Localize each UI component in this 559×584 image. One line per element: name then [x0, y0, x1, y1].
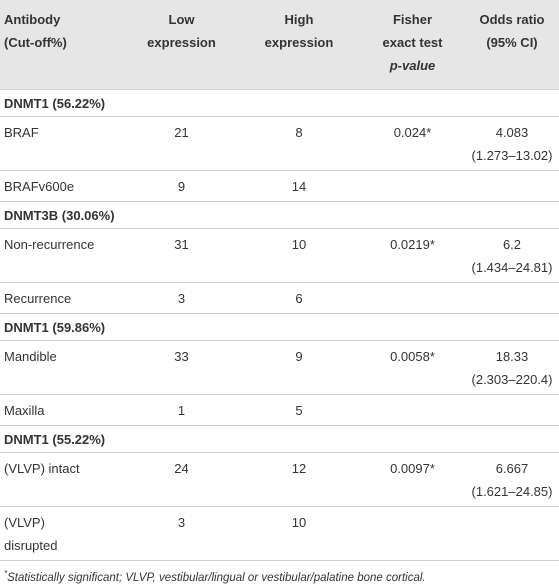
- row-label-cell: (VLVP) intact: [0, 452, 125, 507]
- header-line: expression: [147, 35, 216, 50]
- odds-cell: [465, 394, 559, 426]
- footnote: *Statistically significant; VLVP, vestib…: [0, 561, 559, 584]
- odds-cell: 6.667 (1.621–24.85): [465, 452, 559, 507]
- high-cell: 14: [238, 170, 360, 202]
- header-line: Antibody: [4, 12, 61, 27]
- row-label: BRAF: [4, 125, 39, 140]
- confidence-interval: (1.621–24.85): [471, 484, 553, 499]
- table-header: Antibody (Cut-off%) Low expression High expre…: [0, 0, 559, 90]
- data-row: BRAFv600e 9 14: [0, 170, 559, 202]
- header-line: p-value: [389, 58, 436, 73]
- odds-ratio: 6.2: [502, 237, 522, 252]
- row-label-cell: Non-recurrence: [0, 228, 125, 283]
- confidence-interval: (2.303–220.4): [471, 372, 553, 387]
- p-value-cell: 0.0219*: [360, 228, 465, 283]
- odds-cell: 6.2 (1.434–24.81): [465, 228, 559, 283]
- confidence-interval: (1.434–24.81): [471, 260, 553, 275]
- table-body: DNMT1 (56.22%) BRAF 21 8 0.024* 4.083 (1.273–1…: [0, 89, 559, 561]
- p-value-cell: [360, 394, 465, 426]
- confidence-interval: (1.273–13.02): [471, 148, 553, 163]
- row-label-cell: BRAF: [0, 116, 125, 171]
- row-label: (VLVP) disrupted: [4, 515, 58, 553]
- high-cell: 5: [238, 394, 360, 426]
- p-value: 0.0097*: [390, 461, 435, 476]
- low-cell: 33: [125, 340, 238, 395]
- row-label-cell: (VLVP) disrupted: [0, 506, 125, 561]
- header-line: Low: [168, 12, 195, 27]
- data-row: Maxilla 1 5: [0, 394, 559, 426]
- p-value-cell: 0.0097*: [360, 452, 465, 507]
- odds-ratio: 6.667: [495, 461, 529, 476]
- group-row: DNMT1 (55.22%): [0, 425, 559, 453]
- header-cell: Fisher exact test p-value: [360, 0, 465, 90]
- row-label-cell: Recurrence: [0, 282, 125, 314]
- row-label: Maxilla: [4, 403, 45, 418]
- header-line: High: [284, 12, 314, 27]
- data-row: Recurrence 3 6: [0, 282, 559, 314]
- odds-cell: [465, 170, 559, 202]
- data-row: (VLVP) intact 24 12 0.0097* 6.667 (1.621–24.8…: [0, 452, 559, 507]
- header-cell: Low expression: [125, 0, 238, 90]
- group-row: DNMT1 (59.86%): [0, 313, 559, 341]
- data-table: Antibody (Cut-off%) Low expression High expre…: [0, 0, 559, 561]
- data-row: (VLVP) disrupted 3 10: [0, 506, 559, 561]
- header-line: (95% CI): [486, 35, 538, 50]
- low-cell: 21: [125, 116, 238, 171]
- row-label: BRAFv600e: [4, 179, 75, 194]
- odds-cell: 4.083 (1.273–13.02): [465, 116, 559, 171]
- data-row: Non-recurrence 31 10 0.0219* 6.2 (1.434–24.81…: [0, 228, 559, 283]
- data-row: Mandible 33 9 0.0058* 18.33 (2.303–220.4): [0, 340, 559, 395]
- p-value: 0.024*: [393, 125, 432, 140]
- p-value-cell: 0.0058*: [360, 340, 465, 395]
- p-value-cell: [360, 282, 465, 314]
- odds-cell: 18.33 (2.303–220.4): [465, 340, 559, 395]
- header-cell: High expression: [238, 0, 360, 90]
- group-title: DNMT1 (59.86%): [0, 313, 559, 341]
- odds-cell: [465, 282, 559, 314]
- data-row: BRAF 21 8 0.024* 4.083 (1.273–13.02): [0, 116, 559, 171]
- p-value-cell: [360, 506, 465, 561]
- low-cell: 9: [125, 170, 238, 202]
- high-cell: 8: [238, 116, 360, 171]
- row-label: Mandible: [4, 349, 57, 364]
- header-cell: Antibody (Cut-off%): [0, 0, 125, 90]
- low-cell: 3: [125, 282, 238, 314]
- low-cell: 24: [125, 452, 238, 507]
- low-cell: 1: [125, 394, 238, 426]
- header-line: (Cut-off%): [4, 35, 67, 50]
- header-line: exact test: [382, 35, 443, 50]
- low-cell: 3: [125, 506, 238, 561]
- group-title: DNMT3B (30.06%): [0, 201, 559, 229]
- row-label-cell: BRAFv600e: [0, 170, 125, 202]
- group-title: DNMT1 (55.22%): [0, 425, 559, 453]
- group-title: DNMT1 (56.22%): [0, 89, 559, 117]
- odds-ratio: 18.33: [495, 349, 529, 364]
- header-line: Fisher: [392, 12, 432, 27]
- group-row: DNMT3B (30.06%): [0, 201, 559, 229]
- high-cell: 12: [238, 452, 360, 507]
- p-value: 0.0058*: [390, 349, 435, 364]
- high-cell: 6: [238, 282, 360, 314]
- high-cell: 9: [238, 340, 360, 395]
- odds-ratio: 4.083: [495, 125, 529, 140]
- row-label-cell: Mandible: [0, 340, 125, 395]
- p-value: 0.0219*: [390, 237, 435, 252]
- p-value-cell: 0.024*: [360, 116, 465, 171]
- p-value-cell: [360, 170, 465, 202]
- row-label-cell: Maxilla: [0, 394, 125, 426]
- footnote-text: Statistically significant; VLVP, vestibu…: [7, 571, 426, 584]
- header-line: Odds ratio: [479, 12, 545, 27]
- odds-cell: [465, 506, 559, 561]
- row-label: Recurrence: [4, 291, 72, 306]
- row-label: (VLVP) intact: [4, 461, 80, 476]
- high-cell: 10: [238, 506, 360, 561]
- low-cell: 31: [125, 228, 238, 283]
- header-cell: Odds ratio (95% CI): [465, 0, 559, 90]
- row-label: Non-recurrence: [4, 237, 95, 252]
- high-cell: 10: [238, 228, 360, 283]
- group-row: DNMT1 (56.22%): [0, 89, 559, 117]
- header-line: expression: [264, 35, 334, 50]
- header-row: Antibody (Cut-off%) Low expression High expre…: [0, 0, 559, 90]
